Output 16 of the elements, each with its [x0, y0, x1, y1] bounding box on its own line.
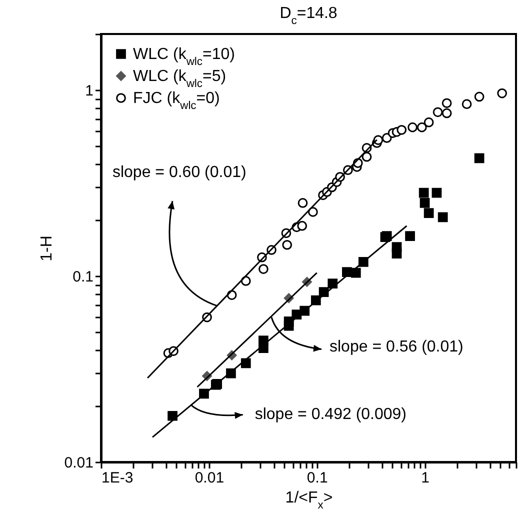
y-tick-label: 0.1: [72, 268, 94, 286]
annotation: slope = 0.56 (0.01): [330, 338, 464, 356]
y-tick-label: 0.01: [64, 454, 94, 472]
legend-label: WLC (k$_{wlc}$=10): [133, 46, 235, 68]
annotation: slope = 0.60 (0.01): [112, 164, 246, 182]
chart-title: D$_{c}$=14.8: [280, 5, 338, 27]
legend-label: WLC (k$_{wlc}$=5): [133, 68, 226, 90]
y-tick-label: 1: [85, 82, 94, 100]
x-tick-label: 1E-3: [102, 470, 134, 486]
y-axis-title: 1-H: [38, 236, 56, 262]
x-tick-label: 0.1: [306, 470, 328, 486]
x-tick-label: 0.01: [194, 470, 224, 486]
annotation: slope = 0.492 (0.009): [254, 406, 407, 424]
legend-label: FJC (k$_{wlc}$=0): [133, 90, 220, 112]
x-axis-title: 1/<F$_{x}$>: [285, 490, 333, 512]
x-tick-label: 1: [421, 470, 430, 486]
